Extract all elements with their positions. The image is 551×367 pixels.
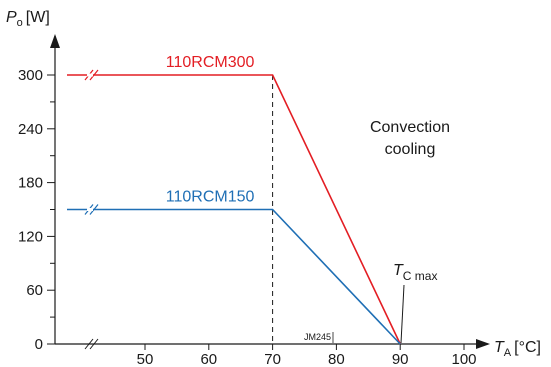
series-break-mark [89,69,99,81]
y-tick-label: 0 [35,336,43,353]
x-axis-symbol: T [494,339,505,356]
x-axis-subscript: A [504,347,512,359]
x-tick-label: 50 [137,351,154,367]
convection-label-line2: cooling [385,141,436,158]
series-label: 110RCM300 [166,54,255,71]
y-tick-label: 300 [18,67,43,84]
y-axis-subscript: o [17,17,23,29]
x-tick-label: 60 [200,351,217,367]
series-line [67,208,401,345]
y-tick-label: 60 [26,282,43,299]
labels-group: 110RCM300 110RCM150 [166,54,255,206]
x-tick-label: 70 [264,351,281,367]
axes [50,34,490,350]
x-axis-unit: [°C] [514,339,541,356]
x-axis-break-mark [84,338,94,350]
tc-max-subscript: C max [403,269,438,283]
y-axis-symbol: P [6,9,17,26]
figure-code: JM245 [304,332,331,342]
x-axis-break-mark [89,338,99,350]
y-axis-label: Po [W] [6,9,50,29]
y-tick-label: 120 [18,228,43,245]
y-axis-arrow [50,34,60,48]
series-label: 110RCM150 [166,189,255,206]
x-tick-label: 80 [328,351,345,367]
convection-label-line1: Convection [370,119,450,136]
x-axis-arrow [476,339,490,349]
x-tick-label: 90 [392,351,409,367]
series-break-gap [87,73,93,77]
y-tick-label: 240 [18,121,43,138]
series-line [67,74,401,345]
series-group [67,69,401,345]
series-break-mark [89,204,99,215]
x-tick-label: 100 [451,351,476,367]
tc-max-symbol: T [393,262,404,279]
y-axis-unit: [W] [26,9,50,26]
ticks: 0 60 120 180 240 300 50 60 70 80 90 100 [18,67,477,367]
x-axis-label: TA [°C] [494,339,541,359]
tc-max-label: TC max [393,262,437,283]
tc-max-pointer [400,284,405,344]
y-tick-label: 180 [18,175,43,192]
series-break-gap [87,208,93,211]
